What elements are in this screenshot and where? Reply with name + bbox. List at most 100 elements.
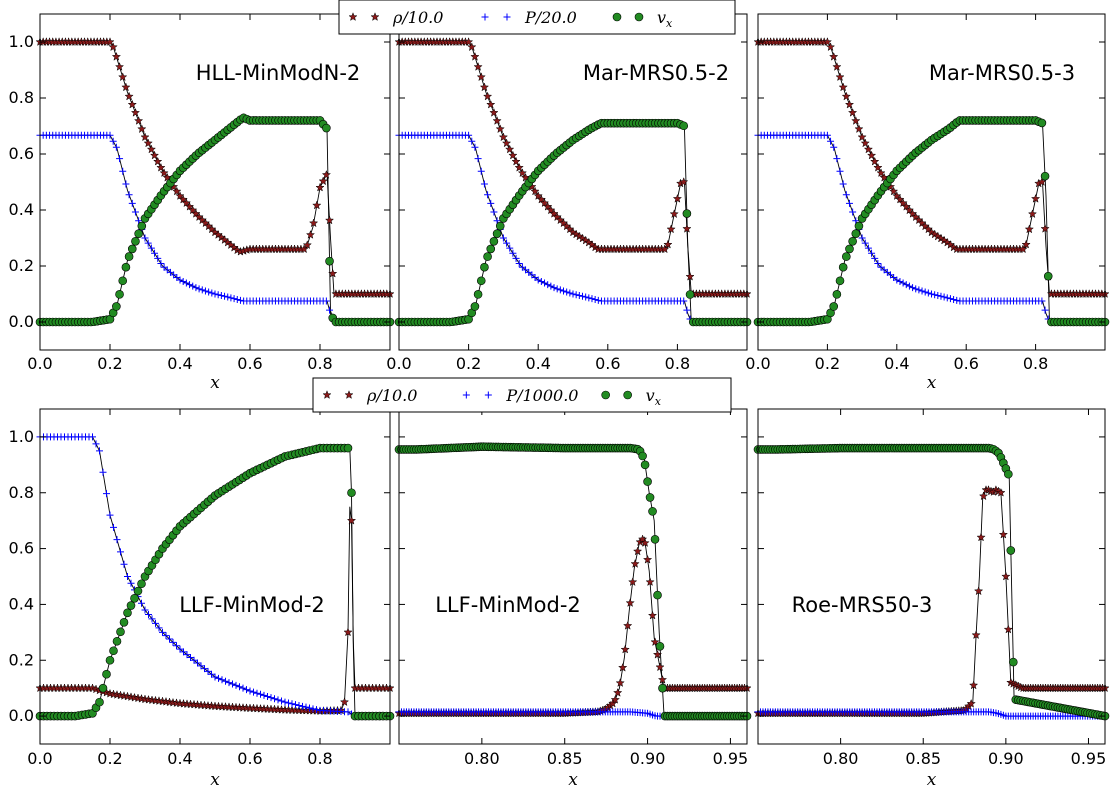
pressure-marker — [578, 292, 586, 300]
rho-marker — [841, 91, 851, 101]
pressure-marker — [131, 208, 139, 216]
rho-marker — [1027, 209, 1038, 219]
series-velocity — [753, 443, 1110, 721]
rho-marker — [1003, 624, 1013, 634]
rho-marker — [613, 687, 623, 697]
rho-marker — [324, 215, 335, 225]
rho-marker — [172, 186, 182, 196]
rho-marker — [847, 107, 858, 117]
velocity-marker — [640, 460, 650, 470]
rho-marker — [181, 198, 192, 208]
rho-marker — [1037, 177, 1047, 186]
series-velocity — [35, 443, 395, 721]
y-tick-label: 0.4 — [9, 200, 34, 219]
velocity-marker — [115, 290, 124, 299]
pressure-marker — [119, 167, 127, 175]
series-velocity — [394, 442, 752, 721]
pressure-marker — [112, 143, 120, 151]
pressure-marker — [208, 289, 216, 297]
pressure-marker — [127, 579, 135, 587]
panel-label: Roe-MRS50-3 — [792, 593, 933, 617]
pressure-marker — [141, 606, 149, 614]
pressure-marker — [151, 249, 159, 257]
pressure-marker — [909, 284, 917, 292]
legend-label: P/1000.0 — [505, 386, 578, 405]
velocity-marker — [116, 627, 125, 637]
velocity-marker — [638, 451, 647, 461]
velocity-marker — [648, 507, 657, 516]
pressure-marker — [839, 180, 847, 188]
rho-marker — [463, 37, 474, 46]
pressure-marker — [214, 291, 222, 299]
pressure-marker — [553, 285, 561, 293]
y-tick-label: 0.0 — [9, 312, 34, 331]
rho-marker — [632, 546, 643, 556]
velocity-marker — [655, 641, 665, 651]
velocity-marker — [483, 252, 492, 261]
pressure-marker — [471, 143, 479, 151]
pressure-marker — [487, 199, 495, 207]
rho-marker — [175, 191, 185, 200]
rho-marker — [642, 554, 653, 564]
rho-marker — [669, 209, 679, 219]
rho-marker — [650, 637, 660, 647]
pressure-marker — [179, 278, 187, 286]
velocity-marker — [98, 683, 108, 693]
pressure-marker — [225, 679, 233, 687]
velocity-marker — [133, 586, 143, 596]
pressure-marker — [918, 287, 926, 295]
rho-marker — [844, 99, 855, 109]
velocity-marker — [829, 302, 839, 311]
rho-marker — [657, 674, 668, 684]
pressure-marker — [928, 290, 935, 298]
pressure-marker — [842, 191, 850, 199]
pressure-marker — [135, 217, 143, 225]
rho-marker — [976, 532, 986, 542]
velocity-marker — [612, 12, 622, 22]
rho-marker — [111, 51, 122, 61]
rho-marker — [339, 697, 350, 707]
velocity-marker — [480, 262, 489, 272]
pressure-marker — [1041, 306, 1049, 314]
pressure-marker — [243, 686, 250, 694]
velocity-marker — [658, 683, 667, 693]
velocity-marker — [123, 608, 132, 618]
rho-marker — [517, 168, 528, 178]
panel-2: 0.0 0.2 0.4 0.6 0.8 Mar-MRS0.5-2 — [386, 13, 752, 373]
y-tick-label: 1.0 — [9, 427, 34, 446]
exact-line-1 — [399, 134, 747, 323]
pressure-marker — [122, 180, 130, 188]
pressure-marker — [852, 217, 860, 225]
rho-marker — [305, 229, 316, 239]
pressure-marker — [506, 244, 514, 252]
x-tick-label: 0.8 — [307, 354, 332, 373]
rho-marker — [501, 138, 512, 148]
velocity-marker — [347, 488, 356, 498]
axes-frame — [757, 13, 1106, 351]
x-tick-label: 0.85 — [547, 749, 583, 768]
velocity-marker — [112, 636, 122, 646]
x-axis-label: x — [927, 770, 937, 790]
x-axis-label: x — [210, 770, 220, 790]
pressure-marker — [236, 683, 243, 691]
pressure-marker — [465, 131, 473, 139]
pressure-marker — [499, 234, 507, 242]
x-tick-label: 0.8 — [665, 354, 690, 373]
pressure-marker — [274, 696, 282, 704]
velocity-marker — [95, 697, 104, 707]
pressure-marker — [946, 295, 954, 303]
rho-marker — [682, 223, 692, 233]
x-tick-label: 0.85 — [905, 749, 941, 768]
pressure-marker — [493, 217, 501, 225]
pressure-marker — [569, 290, 577, 298]
velocity-marker — [1006, 546, 1016, 555]
rho-marker — [121, 82, 131, 92]
rho-marker — [108, 42, 118, 52]
pressure-marker — [109, 137, 117, 145]
pressure-marker — [503, 239, 511, 247]
x-tick-label: 0.95 — [713, 749, 749, 768]
pressure-marker — [157, 259, 165, 267]
rho-marker — [124, 91, 134, 101]
x-tick-label: 0.95 — [1071, 749, 1107, 768]
pressure-marker — [211, 290, 219, 298]
